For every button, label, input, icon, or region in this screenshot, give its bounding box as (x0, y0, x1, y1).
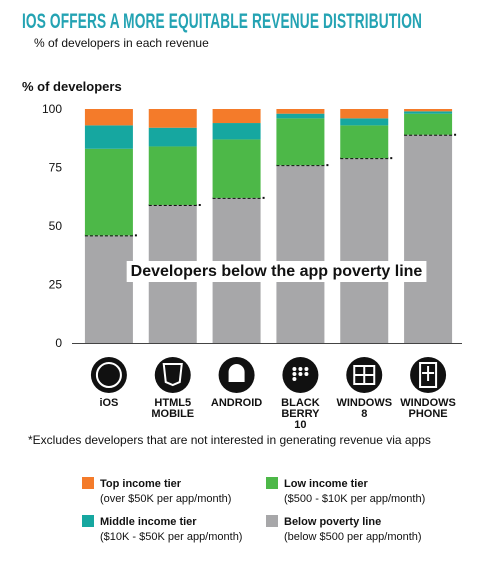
platform-glyph (419, 362, 438, 388)
glyph (292, 367, 297, 371)
bar-segment (84, 125, 133, 149)
legend-label: Top income tier (100, 478, 182, 490)
legend-description: ($10K - $50K per app/month) (100, 531, 242, 543)
bar-segment (84, 235, 133, 343)
y-tick-label: 50 (49, 219, 63, 233)
bar-segment (148, 146, 197, 205)
x-tick-label: WINDOWS PHONE (400, 397, 456, 420)
bar-segment (276, 109, 325, 114)
y-tick-label: 0 (55, 336, 62, 350)
x-tick-label: BLACK BERRY 10 (281, 397, 320, 431)
y-axis-label: % of developers (22, 79, 122, 94)
legend-swatch (266, 515, 278, 527)
legend-swatch (82, 515, 94, 527)
bar-segment (276, 118, 325, 166)
footnote: *Excludes developers that are not intere… (28, 433, 431, 447)
bar-segment (276, 165, 325, 343)
platform-glyph (162, 363, 183, 387)
y-tick-label: 100 (42, 102, 62, 116)
platform-glyph (95, 362, 122, 388)
legend-swatch (82, 477, 94, 489)
legend-description: (over $50K per app/month) (100, 493, 231, 505)
glyph (298, 372, 303, 376)
y-tick-label: 25 (49, 278, 63, 292)
bar-segment (340, 158, 389, 343)
bar-segment (340, 109, 389, 119)
glyph (419, 362, 438, 388)
bar-segment (276, 113, 325, 119)
legend-description: ($500 - $10K per app/month) (284, 493, 425, 505)
glyph (292, 372, 297, 376)
chart-title: IOS OFFERS A MORE EQUITABLE REVENUE DIST… (22, 10, 422, 33)
platform-icon (154, 357, 191, 393)
bar-segment (404, 134, 453, 343)
bar-segment (212, 123, 261, 140)
legend-swatch (266, 477, 278, 489)
legend-label: Low income tier (284, 478, 368, 490)
annotation-bg (126, 261, 427, 282)
legend-label: Below poverty line (284, 516, 381, 528)
bar-segment (340, 118, 389, 126)
bar-segment (404, 111, 453, 114)
annotation: Developers below the app poverty line (131, 263, 423, 280)
bar-segment (212, 139, 261, 198)
legend-description: (below $500 per app/month) (284, 531, 422, 543)
glyph (292, 377, 297, 381)
x-tick-label: iOS (99, 397, 118, 409)
bar-segment (84, 109, 133, 126)
bar-segment (212, 109, 261, 124)
x-tick-label: ANDROID (211, 397, 262, 409)
bar-segment (404, 109, 453, 112)
bar-segment (340, 125, 389, 159)
glyph (304, 372, 309, 376)
bar-segment (148, 127, 197, 147)
glyph (298, 367, 303, 371)
glyph (304, 367, 309, 371)
glyph (353, 365, 376, 385)
glyph (95, 362, 122, 388)
x-tick-label: HTML5 MOBILE (151, 397, 194, 420)
bar-segment (84, 148, 133, 236)
x-tick-label: WINDOWS 8 (336, 397, 392, 420)
legend-label: Middle income tier (100, 516, 197, 528)
platform-glyph (228, 364, 245, 382)
y-tick-label: 75 (49, 161, 63, 175)
glyph (228, 364, 245, 382)
bar-segment (404, 113, 453, 135)
chart-subtitle: % of developers in each revenue (34, 36, 209, 50)
platform-glyph (292, 367, 309, 381)
platform-glyph (353, 365, 376, 385)
glyph (162, 363, 183, 387)
bar-segment (148, 109, 197, 128)
